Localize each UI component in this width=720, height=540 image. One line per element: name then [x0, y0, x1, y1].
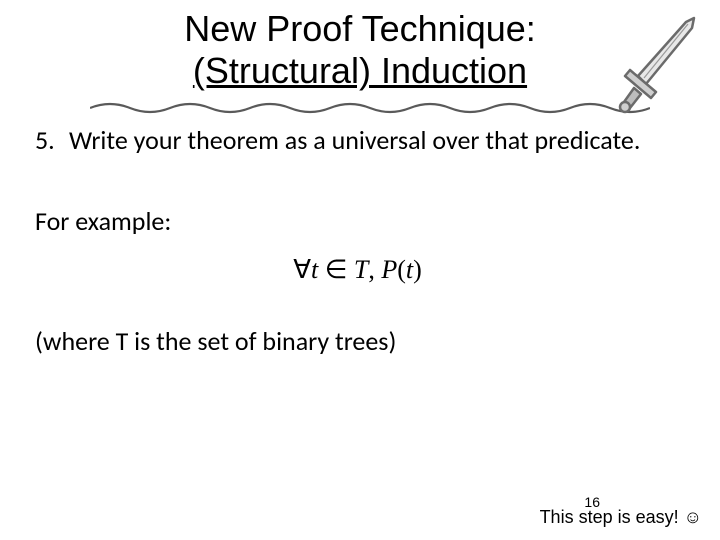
formula-set: T — [354, 255, 368, 284]
formula-open: ( — [397, 255, 406, 284]
footer-note: This step is easy! ☺ — [540, 507, 702, 528]
symbol-in: ∈ — [318, 255, 354, 284]
paren-note: (where T is the set of binary trees) — [35, 325, 680, 357]
wavy-underline — [90, 98, 650, 118]
formula: ∀t ∈ T, P(t) — [35, 255, 680, 285]
for-example-label: For example: — [35, 205, 680, 238]
list-text: Write your theorem as a universal over t… — [69, 124, 640, 157]
formula-close: ) — [413, 255, 422, 284]
slide-body: 5. Write your theorem as a universal ove… — [35, 124, 680, 357]
symbol-forall: ∀ — [293, 255, 311, 284]
title-line2: (Structural) Induction — [193, 50, 527, 91]
formula-comma: , — [368, 255, 381, 284]
slide-title: New Proof Technique: (Structural) Induct… — [184, 8, 536, 93]
sword-icon — [616, 16, 704, 116]
list-item: 5. Write your theorem as a universal ove… — [35, 124, 680, 157]
title-line1: New Proof Technique: — [184, 8, 536, 49]
list-number: 5. — [35, 124, 69, 157]
formula-pred: P — [381, 255, 397, 284]
